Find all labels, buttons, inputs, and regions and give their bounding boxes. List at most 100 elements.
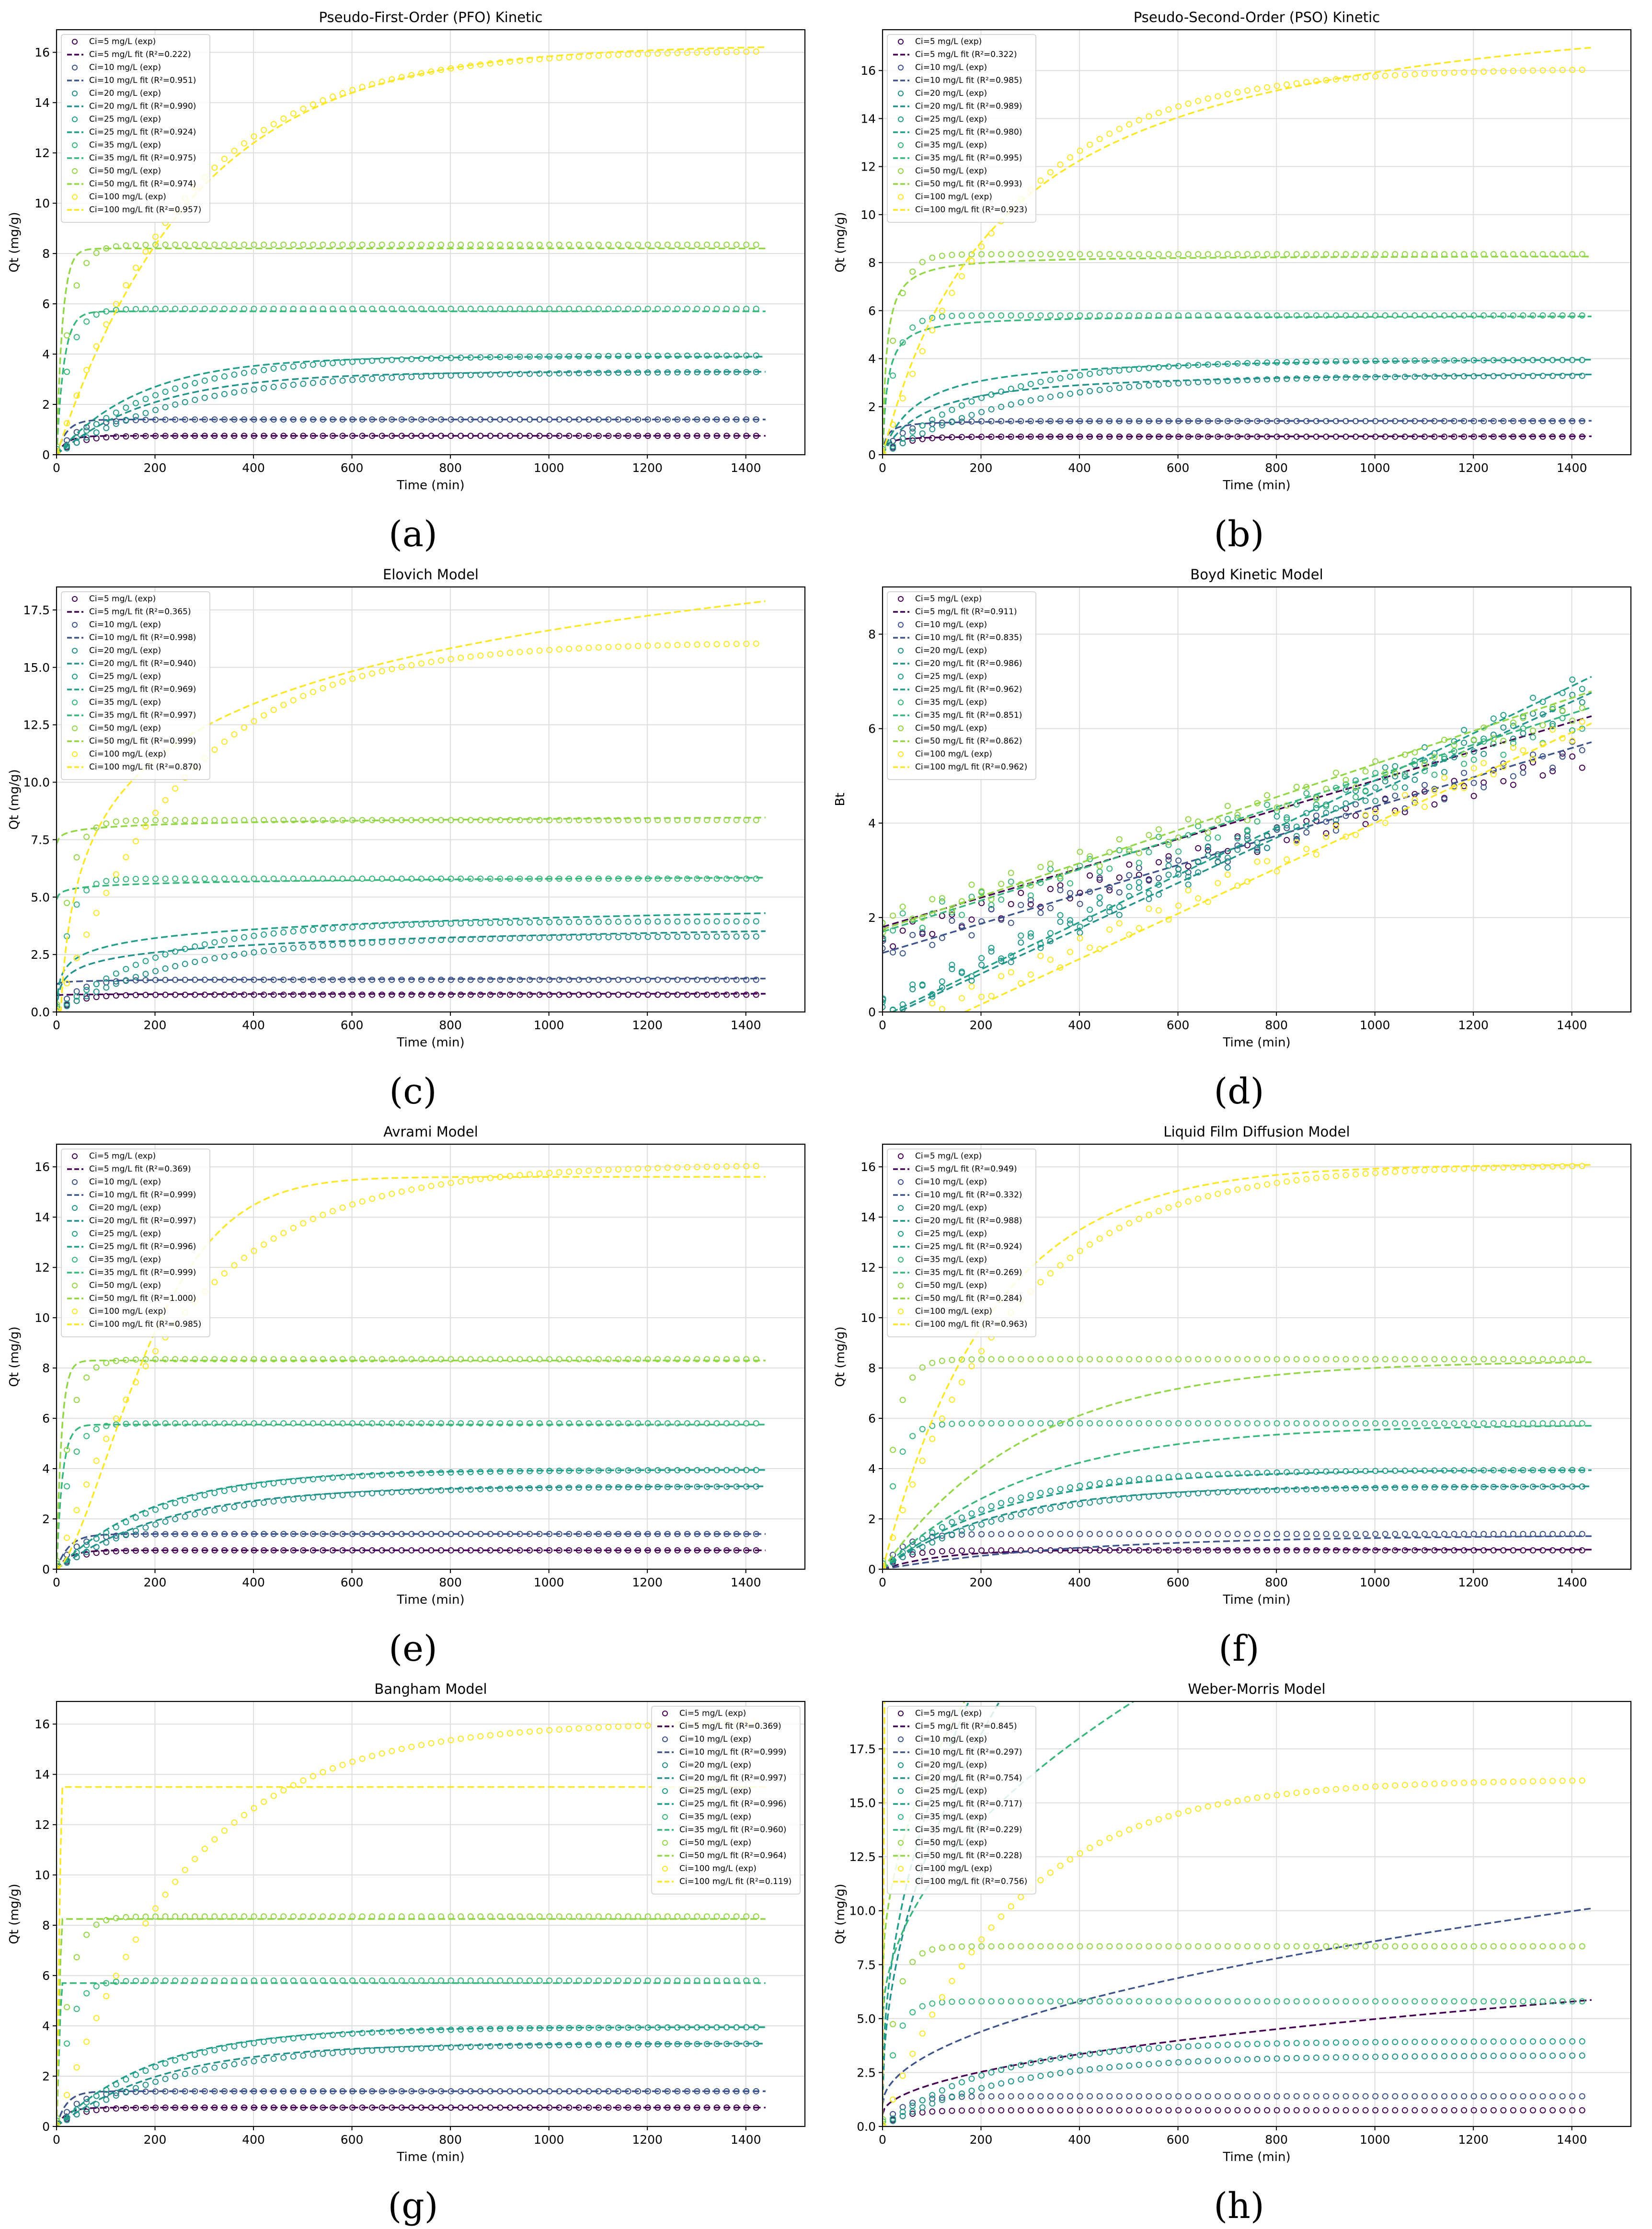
exp-point — [1313, 2039, 1319, 2046]
exp-point — [684, 642, 690, 648]
exp-point — [231, 1420, 238, 1427]
exp-point — [1539, 722, 1546, 728]
exp-point — [506, 306, 513, 312]
exp-point — [723, 241, 730, 248]
exp-point — [1126, 2107, 1133, 2114]
exp-point — [694, 641, 700, 648]
exp-point — [1569, 737, 1576, 744]
exp-point — [270, 366, 277, 372]
exp-point — [241, 724, 248, 731]
exp-point — [1490, 2038, 1497, 2045]
legend-marker — [898, 1711, 904, 1716]
exp-point — [280, 364, 287, 371]
exp-point — [1569, 1163, 1576, 1170]
exp-point — [290, 1225, 297, 1231]
exp-point — [1165, 853, 1172, 860]
exp-point — [1421, 2053, 1428, 2060]
exp-point — [221, 391, 228, 397]
exp-point — [1530, 373, 1537, 379]
exp-point — [1096, 1420, 1103, 1427]
exp-point — [527, 2042, 533, 2049]
exp-point — [398, 2028, 405, 2034]
exp-point — [1106, 251, 1113, 258]
exp-point — [113, 970, 119, 977]
exp-point — [1244, 817, 1250, 824]
exp-point — [1008, 1513, 1014, 1520]
exp-point — [300, 817, 307, 824]
exp-point — [899, 2109, 906, 2115]
exp-point — [1195, 845, 1202, 851]
exp-point — [182, 2070, 188, 2077]
exp-point — [1303, 2040, 1310, 2046]
exp-point — [1067, 880, 1074, 887]
exp-point — [438, 1181, 445, 1188]
exp-point — [389, 1489, 395, 1495]
exp-point — [988, 1998, 995, 2005]
exp-point — [546, 370, 553, 377]
legend-label-fit: Ci=35 mg/L fit (R²=0.975) — [89, 153, 196, 163]
exp-point — [349, 358, 356, 365]
exp-point — [978, 1506, 985, 1513]
exp-point — [1087, 1943, 1093, 1950]
fit-line — [57, 1485, 766, 1569]
exp-point — [83, 993, 90, 1000]
exp-point — [1273, 1531, 1280, 1538]
exp-point — [290, 1356, 297, 1363]
fit-line — [883, 373, 1592, 455]
exp-point — [172, 785, 179, 792]
y-tick-label: 12 — [34, 1818, 50, 1832]
exp-point — [1126, 2093, 1133, 2100]
exp-point — [1067, 373, 1074, 380]
exp-point — [1500, 68, 1507, 74]
exp-point — [192, 2068, 198, 2075]
exp-point — [1018, 312, 1024, 319]
legend-label-exp: Ci=25 mg/L (exp) — [89, 1229, 161, 1239]
exp-point — [83, 931, 90, 938]
exp-point — [506, 371, 513, 378]
exp-point — [182, 961, 188, 967]
exp-point — [389, 1748, 395, 1755]
exp-point — [192, 241, 198, 248]
exp-point — [1165, 872, 1172, 878]
exp-point — [1539, 1163, 1546, 1170]
exp-point — [939, 1535, 945, 1542]
exp-point — [595, 919, 602, 925]
legend-marker — [898, 1309, 904, 1314]
exp-point — [674, 642, 681, 648]
exp-point — [1175, 2044, 1182, 2050]
exp-point — [1057, 2055, 1064, 2061]
exp-point — [1096, 2049, 1103, 2056]
exp-point — [1520, 770, 1526, 776]
exp-point — [211, 955, 218, 962]
exp-point — [1037, 312, 1044, 319]
exp-point — [978, 1547, 985, 1554]
exp-point — [438, 657, 445, 664]
exp-point — [1224, 1998, 1231, 2005]
exp-point — [753, 1163, 759, 1170]
exp-point — [1284, 1469, 1290, 1476]
exp-point — [1372, 1998, 1379, 2005]
exp-point — [447, 1487, 454, 1494]
exp-point — [909, 1551, 916, 1558]
exp-point — [1382, 312, 1388, 319]
exp-point — [1037, 2073, 1044, 2080]
exp-point — [1303, 1998, 1310, 2005]
exp-point — [1342, 1943, 1349, 1950]
exp-point — [1579, 372, 1585, 379]
exp-point — [664, 352, 671, 359]
exp-point — [1027, 312, 1034, 319]
exp-point — [152, 1913, 159, 1920]
exp-point — [1136, 366, 1142, 372]
exp-point — [723, 1163, 730, 1170]
exp-point — [566, 370, 573, 377]
exp-point — [211, 1420, 218, 1427]
fit-line — [883, 255, 1592, 455]
exp-point — [1520, 312, 1526, 319]
exp-point — [605, 241, 612, 248]
exp-point — [1332, 2093, 1339, 2100]
exp-point — [172, 401, 179, 408]
exp-point — [1215, 251, 1221, 258]
exp-point — [1559, 2093, 1566, 2100]
exp-point — [1027, 933, 1034, 940]
exp-point — [998, 973, 1005, 979]
